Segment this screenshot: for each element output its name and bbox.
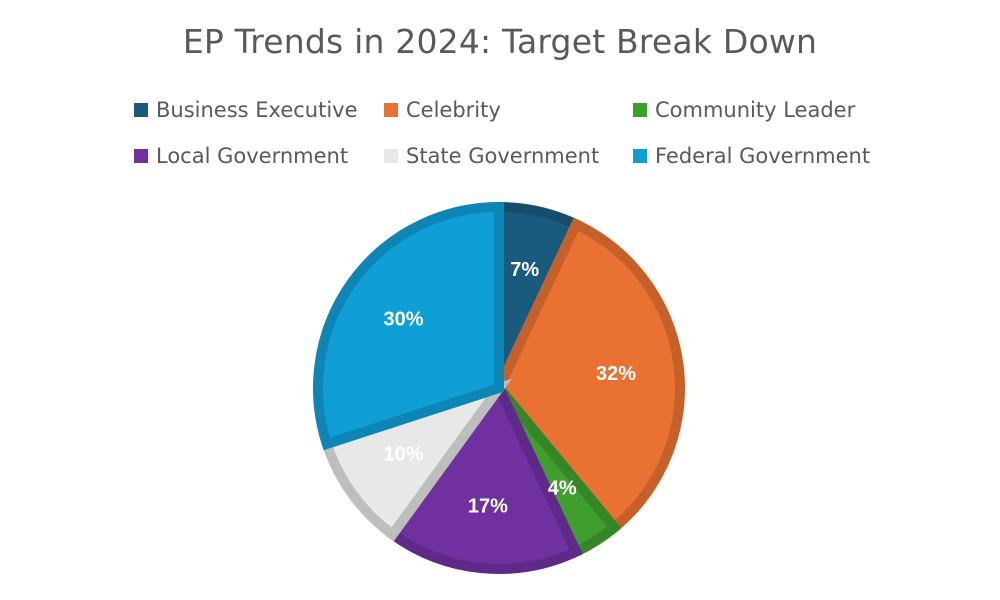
legend-label: Federal Government [655,144,871,168]
pie-slice-federal-government [313,201,504,451]
pie-slice-local-government [385,378,583,574]
slice-data-label: 32% [596,363,636,385]
legend-label: State Government [406,144,600,168]
chart-legend: Business Executive Celebrity Community L… [0,96,1000,176]
slice-data-label: 30% [384,309,424,331]
legend-item-local-government: Local Government [134,144,348,168]
chart-title: EP Trends in 2024: Target Break Down [182,22,818,61]
legend-label: Community Leader [655,98,856,122]
slice-data-label: 17% [468,495,508,517]
legend-item-community-leader: Community Leader [633,98,855,122]
legend-swatch [384,103,398,117]
pie-slice-celebrity [493,217,685,535]
slice-data-label: 7% [510,259,539,281]
legend-item-state-government: State Government [384,144,599,168]
slice-data-label: 4% [548,478,577,500]
legend-label: Local Government [156,144,349,168]
legend-item-business-executive: Business Executive [134,98,358,122]
legend-swatch [633,149,647,163]
legend-item-celebrity: Celebrity [384,98,501,122]
slice-data-label: 10% [384,443,424,465]
legend-swatch [134,103,148,117]
legend-swatch [633,103,647,117]
legend-label: Celebrity [406,98,501,122]
pie-slice-state-government [320,378,513,542]
legend-swatch [134,149,148,163]
legend-item-federal-government: Federal Government [633,144,870,168]
legend-label: Business Executive [156,98,358,122]
legend-swatch [384,149,398,163]
